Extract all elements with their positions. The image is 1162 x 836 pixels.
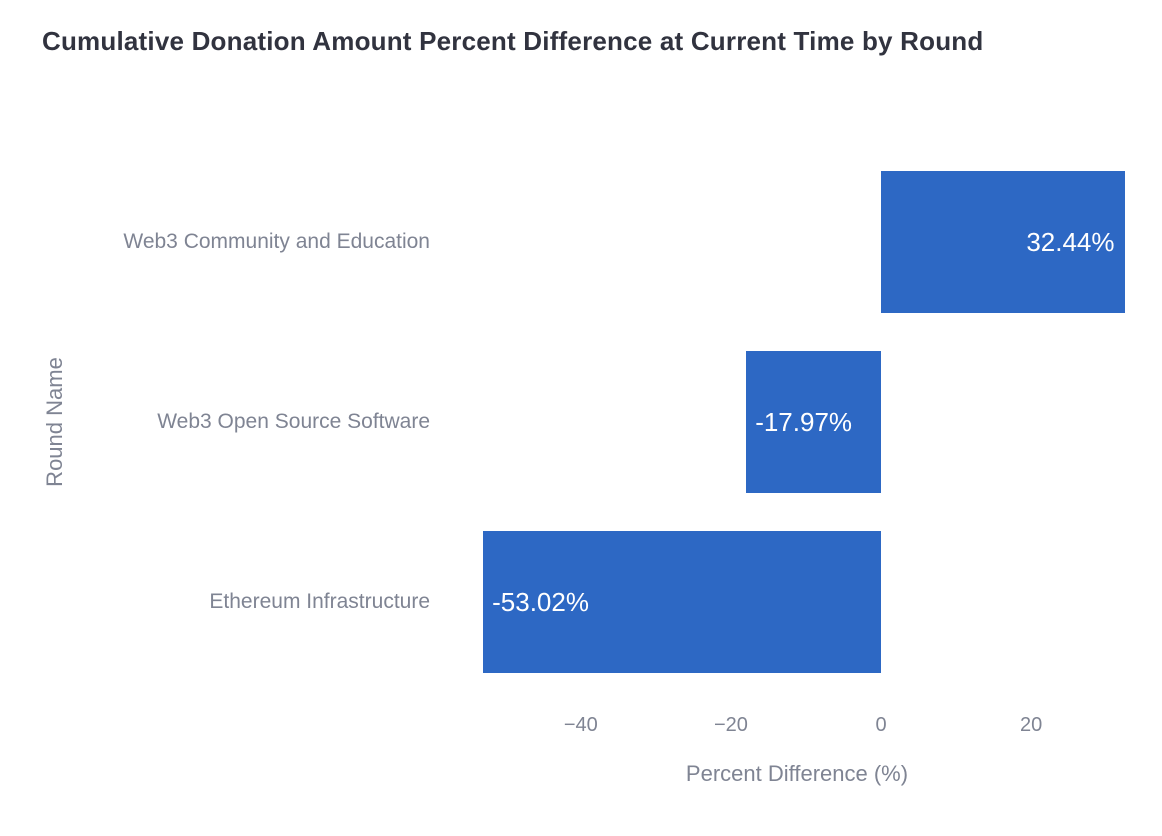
category-label-web3-community-and-education: Web3 Community and Education — [123, 230, 430, 253]
bar-ethereum-infrastructure[interactable]: -53.02% — [483, 531, 882, 673]
x-axis-title: Percent Difference (%) — [685, 761, 909, 786]
x-tick-label--20: −20 — [713, 714, 748, 736]
chart-title: Cumulative Donation Amount Percent Diffe… — [42, 26, 984, 56]
bar-web3-community-and-education[interactable]: 32.44% — [881, 171, 1125, 313]
bar-web3-open-source-software[interactable]: -17.97% — [746, 351, 882, 493]
x-tick-label-20: 20 — [1020, 714, 1043, 736]
bar-value-label: 32.44% — [1026, 226, 1115, 257]
x-tick-label-0: 0 — [875, 714, 887, 736]
category-label-ethereum-infrastructure: Ethereum Infrastructure — [209, 590, 430, 613]
bar-value-label: -17.97% — [755, 406, 853, 437]
bar-value-label: -53.02% — [492, 586, 589, 617]
plot-area: 32.44% -17.97% -53.02% — [454, 152, 1140, 692]
x-tick-label--40: −40 — [563, 714, 598, 736]
category-label-web3-open-source-software: Web3 Open Source Software — [157, 410, 430, 433]
